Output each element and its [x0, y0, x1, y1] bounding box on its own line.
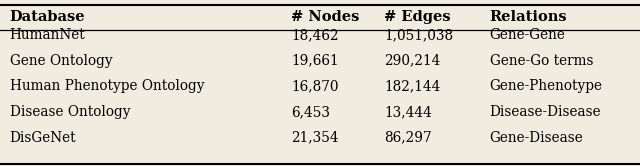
Text: 18,462: 18,462	[291, 28, 339, 42]
Text: 290,214: 290,214	[384, 54, 440, 68]
Text: # Nodes: # Nodes	[291, 10, 360, 24]
Text: 6,453: 6,453	[291, 105, 330, 119]
Text: 16,870: 16,870	[291, 79, 339, 93]
Text: Gene-Phenotype: Gene-Phenotype	[490, 79, 603, 93]
Text: Gene-Disease: Gene-Disease	[490, 131, 583, 145]
Text: 13,444: 13,444	[384, 105, 432, 119]
Text: Human Phenotype Ontology: Human Phenotype Ontology	[10, 79, 204, 93]
Text: 182,144: 182,144	[384, 79, 440, 93]
Text: # Edges: # Edges	[384, 10, 451, 24]
Text: HumanNet: HumanNet	[10, 28, 85, 42]
Text: 19,661: 19,661	[291, 54, 339, 68]
Text: Database: Database	[10, 10, 85, 24]
Text: Gene-Gene: Gene-Gene	[490, 28, 566, 42]
Text: 21,354: 21,354	[291, 131, 339, 145]
Text: Disease-Disease: Disease-Disease	[490, 105, 601, 119]
Text: DisGeNet: DisGeNet	[10, 131, 76, 145]
Text: Gene-Go terms: Gene-Go terms	[490, 54, 593, 68]
Text: Relations: Relations	[490, 10, 567, 24]
Text: 1,051,038: 1,051,038	[384, 28, 453, 42]
Text: 86,297: 86,297	[384, 131, 431, 145]
Text: Gene Ontology: Gene Ontology	[10, 54, 112, 68]
Text: Disease Ontology: Disease Ontology	[10, 105, 130, 119]
